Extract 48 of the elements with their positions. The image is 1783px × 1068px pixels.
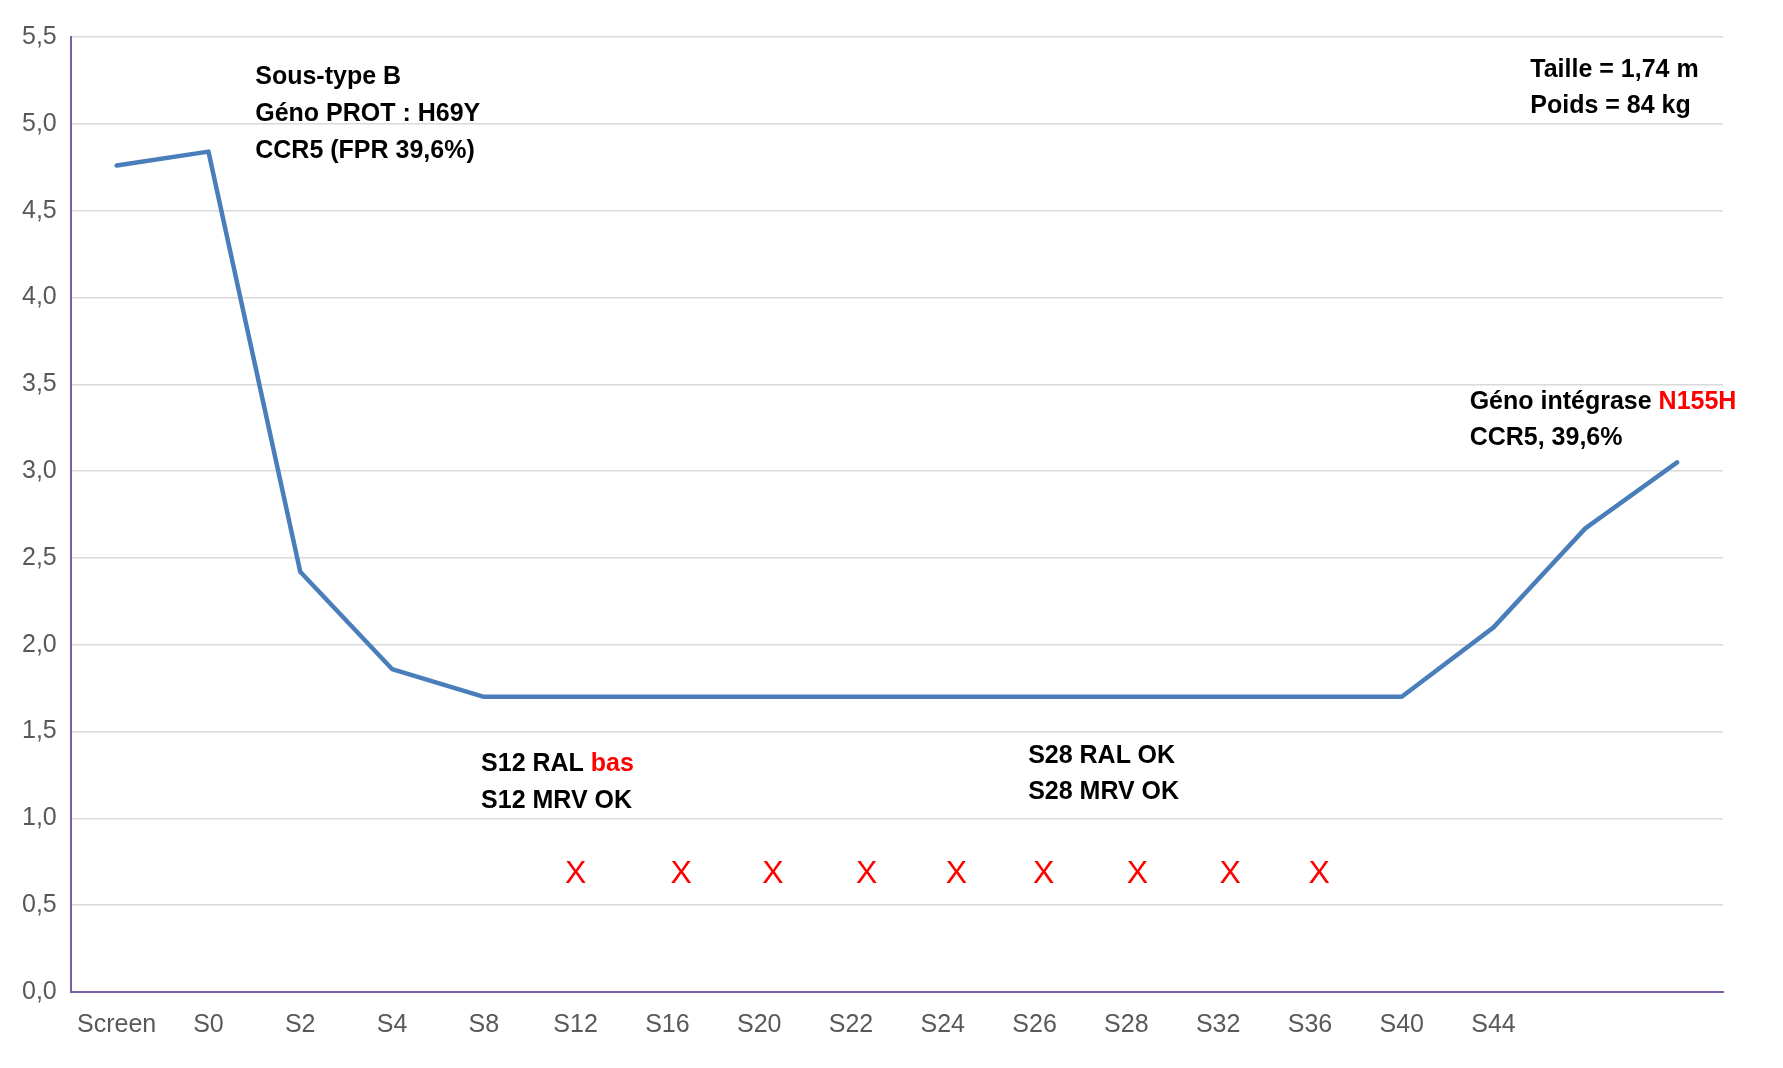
annotation: X — [945, 853, 968, 890]
x-tick-label: S32 — [1195, 1008, 1241, 1037]
y-tick-label: 1,5 — [21, 715, 57, 744]
annotation: X — [855, 853, 878, 890]
x-tick-label: S0 — [193, 1008, 224, 1037]
x-tick-label: S2 — [284, 1008, 316, 1037]
y-tick-label: 4,0 — [21, 281, 57, 310]
y-tick-label: 0,0 — [21, 975, 57, 1004]
annotation: Sous-type B — [255, 60, 402, 89]
annotation: X — [762, 853, 784, 890]
y-tick-label: 2,0 — [21, 628, 57, 657]
y-tick-label: 2,5 — [21, 541, 57, 570]
y-tick-label: 1,0 — [21, 802, 57, 831]
x-tick-label: S24 — [920, 1008, 966, 1037]
annotation: X — [670, 853, 692, 890]
y-tick-label: 4,5 — [21, 194, 57, 223]
x-tick-label: S20 — [736, 1008, 782, 1037]
annotation: S28 MRV OK — [1028, 776, 1180, 805]
annotation: Poids = 84 kg — [1530, 90, 1691, 119]
y-tick-label: 5,0 — [21, 107, 57, 136]
x-tick-label: S8 — [468, 1008, 500, 1037]
x-tick-label: S12 — [553, 1008, 598, 1037]
y-tick-label: 0,5 — [21, 889, 57, 918]
annotation: X — [1033, 853, 1055, 890]
x-tick-label: S28 — [1104, 1008, 1149, 1037]
annotation: CCR5, 39,6% — [1469, 421, 1623, 450]
x-tick-label: S4 — [376, 1008, 408, 1037]
annotation: X — [1126, 853, 1149, 890]
annotation: X — [1219, 853, 1241, 890]
x-tick-label: S40 — [1379, 1008, 1424, 1037]
annotation: Taille = 1,74 m — [1530, 53, 1699, 82]
annotation: Géno PROT : H69Y — [255, 98, 481, 127]
y-tick-label: 3,5 — [21, 368, 57, 397]
annotation: S12 RAL bas — [481, 748, 634, 777]
annotation: X — [1308, 853, 1330, 890]
x-tick-label: Screen — [77, 1008, 157, 1037]
annotation: CCR5 (FPR 39,6%) — [255, 135, 475, 164]
annotation: S12 MRV OK — [481, 784, 633, 813]
x-tick-label: S36 — [1287, 1008, 1333, 1037]
x-tick-label: S22 — [828, 1008, 874, 1037]
y-tick-label: 5,5 — [21, 20, 57, 49]
annotation: X — [564, 853, 587, 890]
x-tick-label: S44 — [1471, 1008, 1516, 1037]
annotation: S28 RAL OK — [1028, 739, 1175, 768]
x-tick-label: S26 — [1012, 1008, 1057, 1037]
y-tick-label: 3,0 — [21, 454, 57, 483]
annotation: Géno intégrase N155H — [1469, 385, 1737, 414]
x-tick-label: S16 — [645, 1008, 690, 1037]
